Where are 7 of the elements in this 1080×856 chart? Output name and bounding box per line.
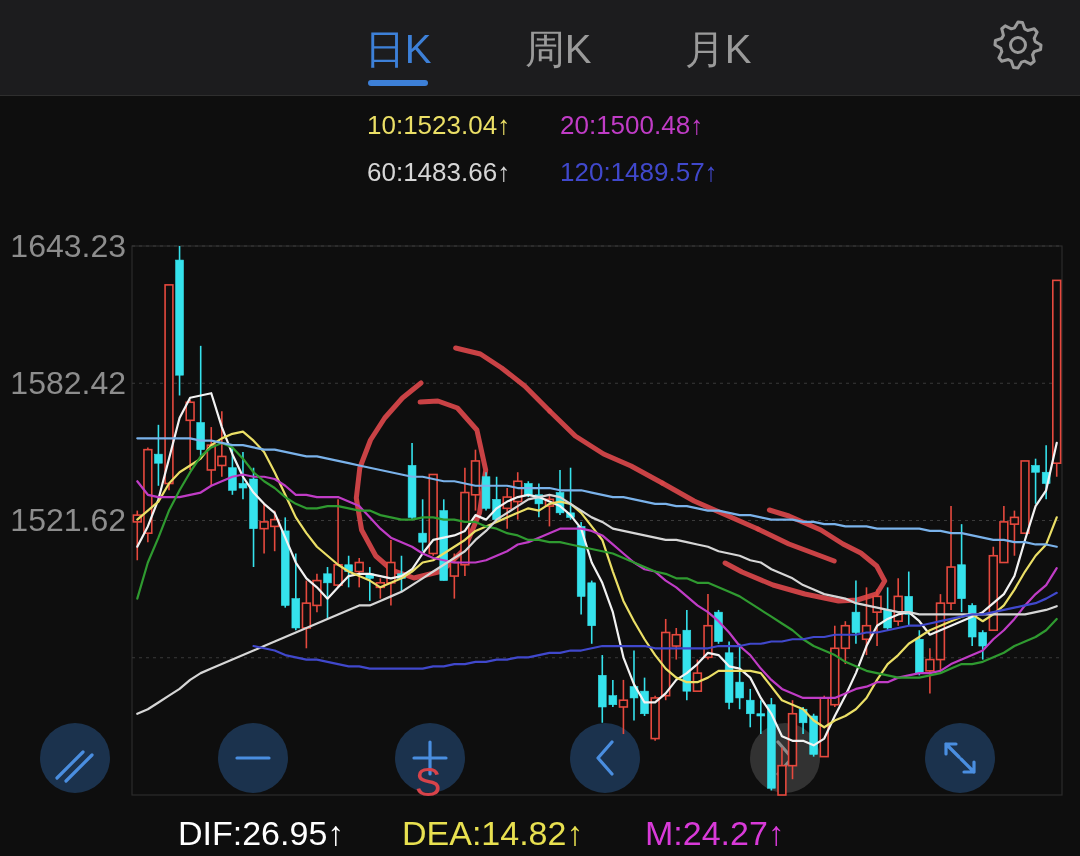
annotation: S [414,760,442,804]
annotation: DEA:14.82↑ [402,814,584,852]
annotation: DIF:26.95↑ [178,814,345,852]
annotation: 日K [364,27,432,71]
annotation: 月K [684,27,752,71]
annotation: 周K [524,27,592,71]
annotation: M:24.27↑ [645,814,785,852]
